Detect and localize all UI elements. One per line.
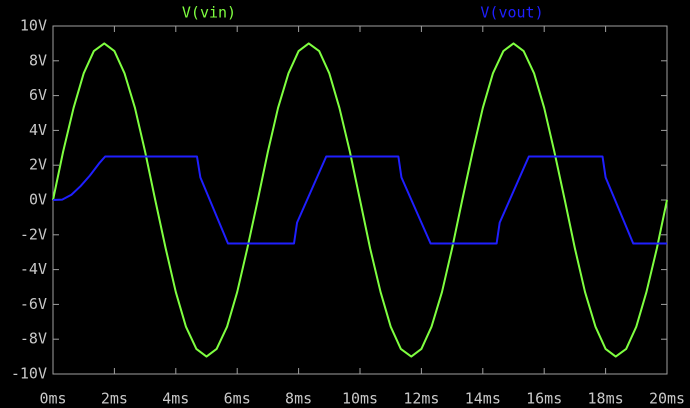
legend-label: V(vin) [182,4,236,22]
y-tick-label: -8V [20,330,47,348]
y-tick-label: -6V [20,295,47,313]
y-tick-label: 6V [29,86,47,104]
x-tick-label: 16ms [526,390,562,408]
y-tick-label: 2V [29,156,47,174]
legend-label: V(vout) [480,4,543,22]
x-tick-label: 20ms [649,390,685,408]
x-tick-label: 18ms [588,390,624,408]
x-tick-label: 0ms [39,390,66,408]
y-tick-label: 0V [29,191,47,209]
y-tick-label: -10V [11,365,47,383]
x-tick-label: 6ms [224,390,251,408]
y-tick-label: -4V [20,260,47,278]
series-line [52,42,668,358]
y-tick-label: 8V [29,51,47,69]
series-line [52,155,667,245]
x-tick-label: 2ms [101,390,128,408]
x-tick-label: 8ms [285,390,312,408]
x-tick-label: 4ms [162,390,189,408]
x-tick-label: 12ms [403,390,439,408]
x-tick-label: 10ms [342,390,378,408]
y-tick-label: 4V [29,121,47,139]
y-tick-label: -2V [20,225,47,243]
y-tick-label: 10V [20,17,47,35]
x-tick-label: 14ms [465,390,501,408]
